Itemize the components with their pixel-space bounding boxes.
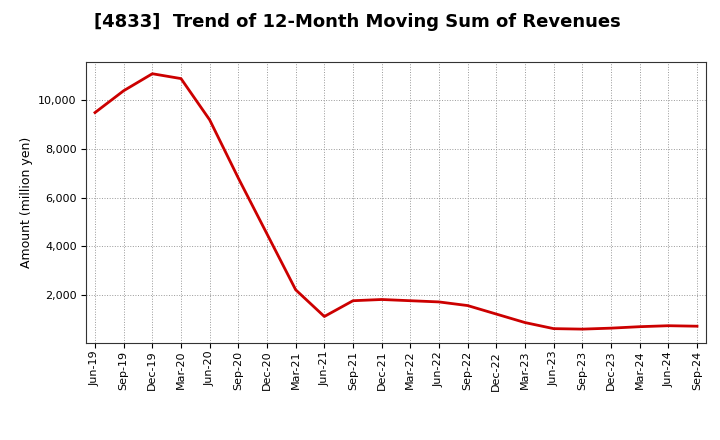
Text: [4833]  Trend of 12-Month Moving Sum of Revenues: [4833] Trend of 12-Month Moving Sum of R… xyxy=(94,13,621,31)
Y-axis label: Amount (million yen): Amount (million yen) xyxy=(19,137,32,268)
